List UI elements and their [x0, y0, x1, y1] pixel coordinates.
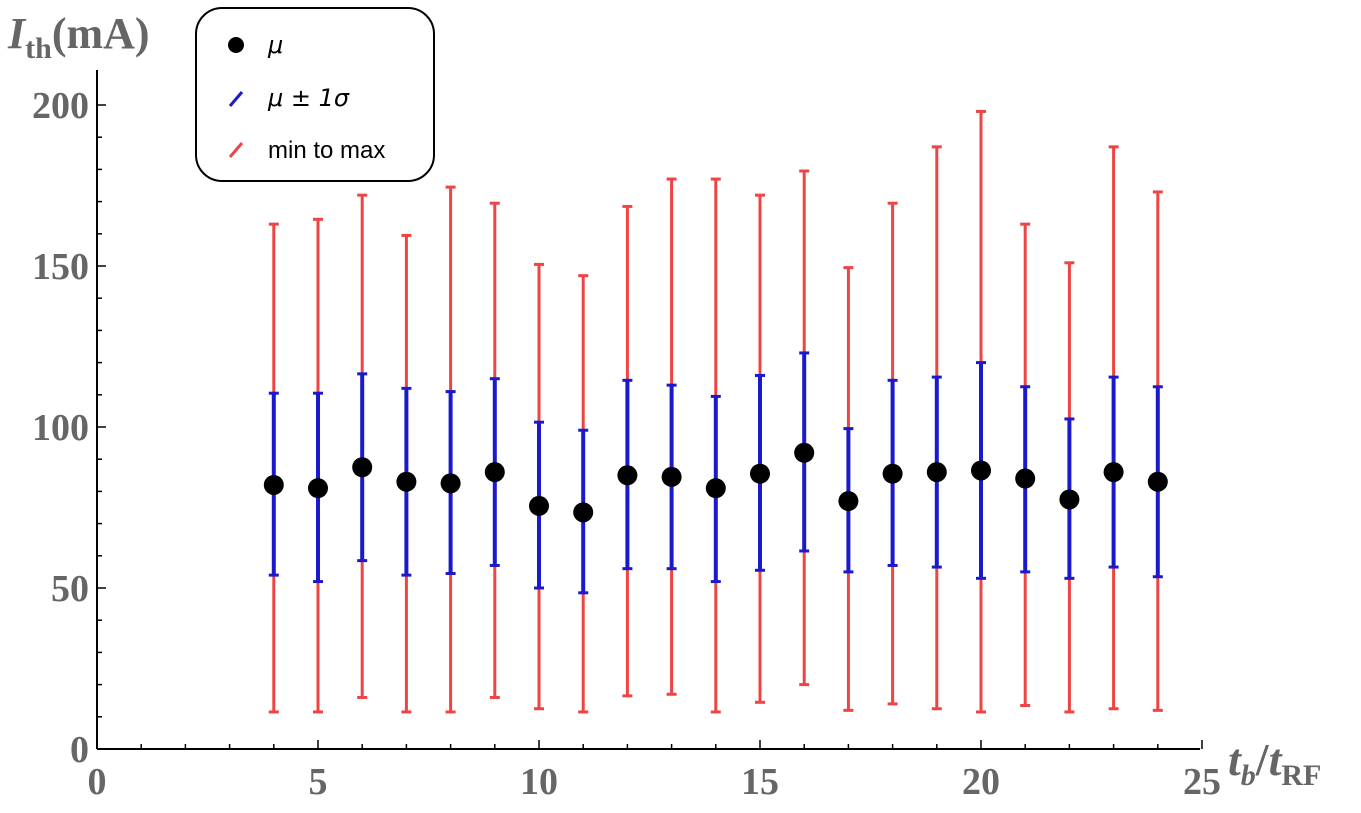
x-tick-label: 10	[520, 761, 558, 803]
mean-point	[750, 463, 770, 484]
legend-sigma-marker	[228, 91, 244, 107]
y-tick-label: 150	[32, 246, 89, 288]
mean-points	[263, 442, 1168, 523]
legend-sigma-label: μ ± 1σ	[267, 84, 350, 112]
mean-point	[926, 462, 947, 483]
tick-labels: 0 5 10 15 20 25 0 50 100 150 200	[32, 85, 1221, 803]
legend-minmax-label: min to max	[268, 137, 385, 164]
y-tick-label: 0	[70, 729, 89, 771]
mean-point	[352, 457, 373, 478]
mean-point	[1103, 462, 1124, 483]
mean-point	[440, 473, 461, 494]
mean-point	[705, 478, 726, 499]
ticks	[96, 104, 1203, 750]
mean-point	[617, 465, 638, 486]
mean-point	[484, 462, 505, 483]
y-tick-label: 100	[32, 407, 89, 449]
legend-mean-label: μ	[267, 31, 283, 59]
mean-point	[529, 495, 549, 516]
legend-box	[195, 7, 435, 182]
legend: μ μ ± 1σ min to max	[195, 7, 435, 182]
x-tick-label: 0	[88, 761, 107, 803]
mean-point	[971, 460, 991, 481]
x-tick-label: 5	[309, 761, 328, 803]
mean-point	[263, 474, 284, 495]
y-tick-label: 200	[32, 85, 89, 127]
mean-point	[1059, 489, 1080, 510]
mean-point	[1147, 471, 1168, 492]
y-axis-label: Ith(mA)	[7, 9, 150, 65]
mean-point	[838, 491, 859, 512]
mean-point	[882, 463, 903, 484]
mean-point	[573, 502, 594, 523]
mean-point	[1015, 468, 1036, 489]
mean-point	[794, 442, 815, 463]
mean-point	[308, 478, 328, 499]
x-axis-label: tb/tRF	[1228, 734, 1321, 792]
legend-mean-marker	[228, 37, 244, 53]
x-tick-label: 25	[1183, 761, 1221, 803]
x-tick-label: 20	[962, 761, 1000, 803]
y-tick-label: 50	[51, 568, 89, 610]
axes	[96, 70, 1200, 750]
mean-point	[396, 471, 417, 492]
x-tick-label: 15	[741, 761, 779, 803]
legend-minmax-marker	[228, 142, 244, 158]
mean-point	[661, 466, 682, 487]
